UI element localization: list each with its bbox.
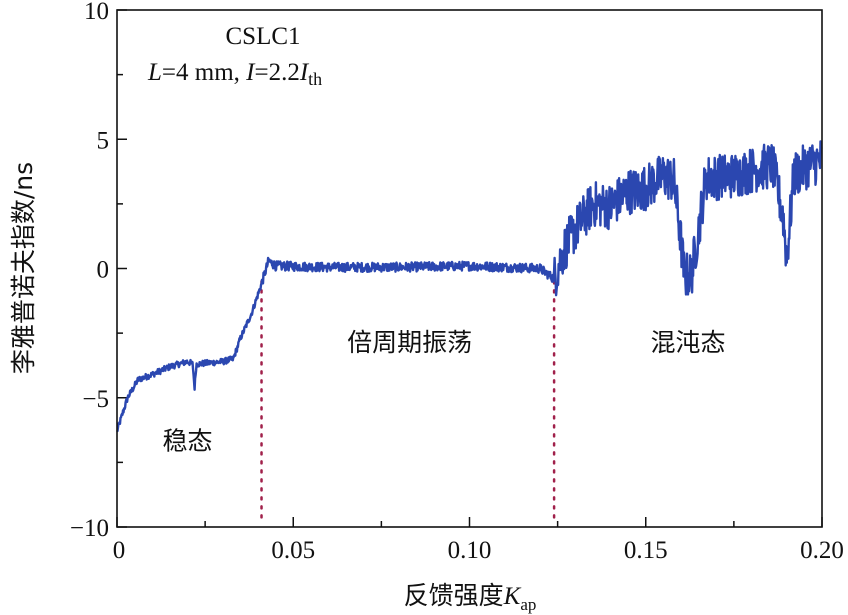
- x-tick-label: 0: [113, 537, 126, 564]
- y-tick-label: 10: [84, 0, 109, 25]
- x-tick-label: 0.05: [271, 537, 315, 564]
- region-label: 混沌态: [651, 328, 726, 357]
- y-tick-labels: 10 5 0 −5 −10: [70, 0, 109, 542]
- region-labels: 稳态 倍周期振荡 混沌态: [162, 328, 725, 455]
- series-line: [116, 140, 823, 433]
- y-tick-label: 0: [97, 257, 110, 284]
- x-axis-label: 反馈强度Kap: [404, 581, 537, 614]
- y-axis-label: 李雅普诺夫指数/ns: [9, 162, 38, 374]
- y-tick-label: −5: [82, 386, 109, 413]
- x-tick-labels: 0 0.05 0.10 0.15 0.20: [113, 537, 844, 564]
- region-label: 稳态: [162, 426, 212, 455]
- x-tick-label: 0.20: [800, 537, 844, 564]
- plot-frame: [116, 9, 823, 528]
- x-tick-label: 0.10: [448, 537, 492, 564]
- x-tick-label: 0.15: [624, 537, 668, 564]
- region-label: 倍周期振荡: [347, 328, 472, 357]
- chart-title: CSLC1: [225, 23, 300, 50]
- y-tick-label: −10: [70, 515, 109, 542]
- chart-subtitle: L=4 mm, I=2.2Ith: [147, 59, 322, 89]
- y-tick-label: 5: [97, 127, 110, 154]
- region-dividers: [260, 280, 556, 521]
